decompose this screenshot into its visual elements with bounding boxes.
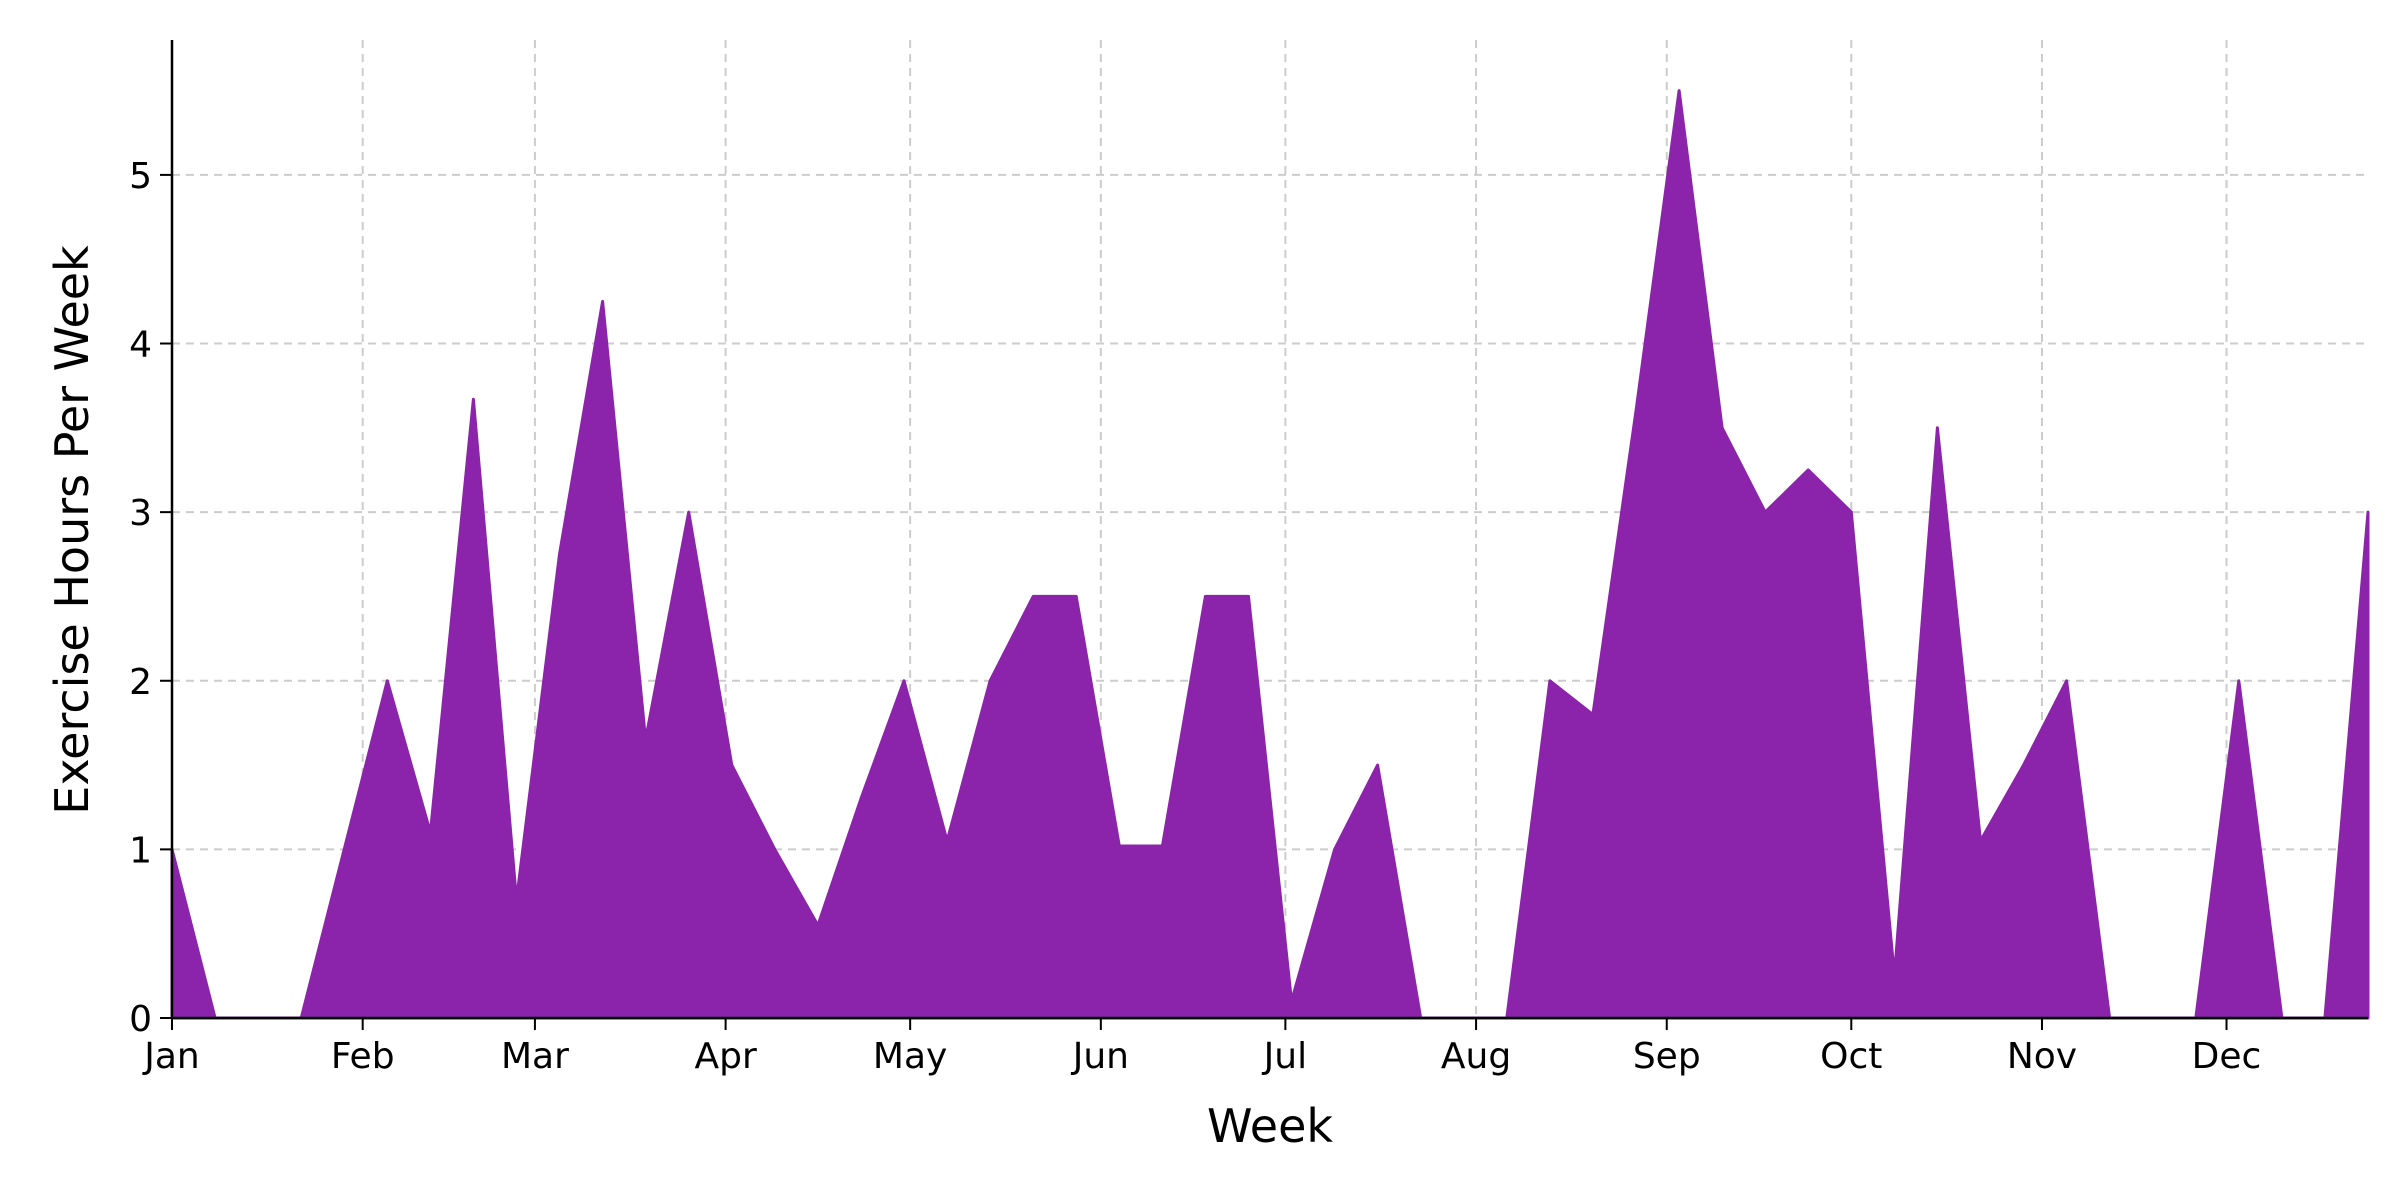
- x-tick-label: Sep: [1633, 1036, 1701, 1077]
- x-tick-label: Feb: [331, 1036, 395, 1077]
- x-tick-label: Jun: [1071, 1036, 1129, 1077]
- y-tick-label: 0: [129, 999, 152, 1040]
- area-fill: [170, 89, 2370, 1020]
- x-tick-label: Dec: [2192, 1036, 2262, 1077]
- x-axis-ticks: Jan Feb Mar Apr May Jun Jul Aug Sep Oct Nov Dec: [142, 1018, 2261, 1077]
- y-tick-label: 2: [129, 662, 152, 703]
- x-tick-label: Nov: [2007, 1036, 2077, 1077]
- y-tick-label: 1: [129, 830, 152, 871]
- y-tick-label: 4: [129, 325, 152, 366]
- area-series: [170, 89, 2370, 1020]
- x-tick-label: Mar: [501, 1036, 569, 1077]
- x-tick-label: Apr: [694, 1036, 756, 1077]
- x-tick-label: Aug: [1441, 1036, 1511, 1077]
- x-tick-label: Jan: [142, 1036, 200, 1077]
- x-axis-label: Week: [1207, 1099, 1333, 1153]
- y-axis-label: Exercise Hours Per Week: [45, 245, 99, 815]
- x-tick-label: Oct: [1820, 1036, 1882, 1077]
- x-tick-label: May: [873, 1036, 947, 1077]
- axes: [170, 40, 2368, 1020]
- y-tick-label: 3: [129, 493, 152, 534]
- y-axis-ticks: 0 1 2 3 4 5: [129, 156, 172, 1040]
- y-tick-label: 5: [129, 156, 152, 197]
- x-tick-label: Jul: [1262, 1036, 1307, 1077]
